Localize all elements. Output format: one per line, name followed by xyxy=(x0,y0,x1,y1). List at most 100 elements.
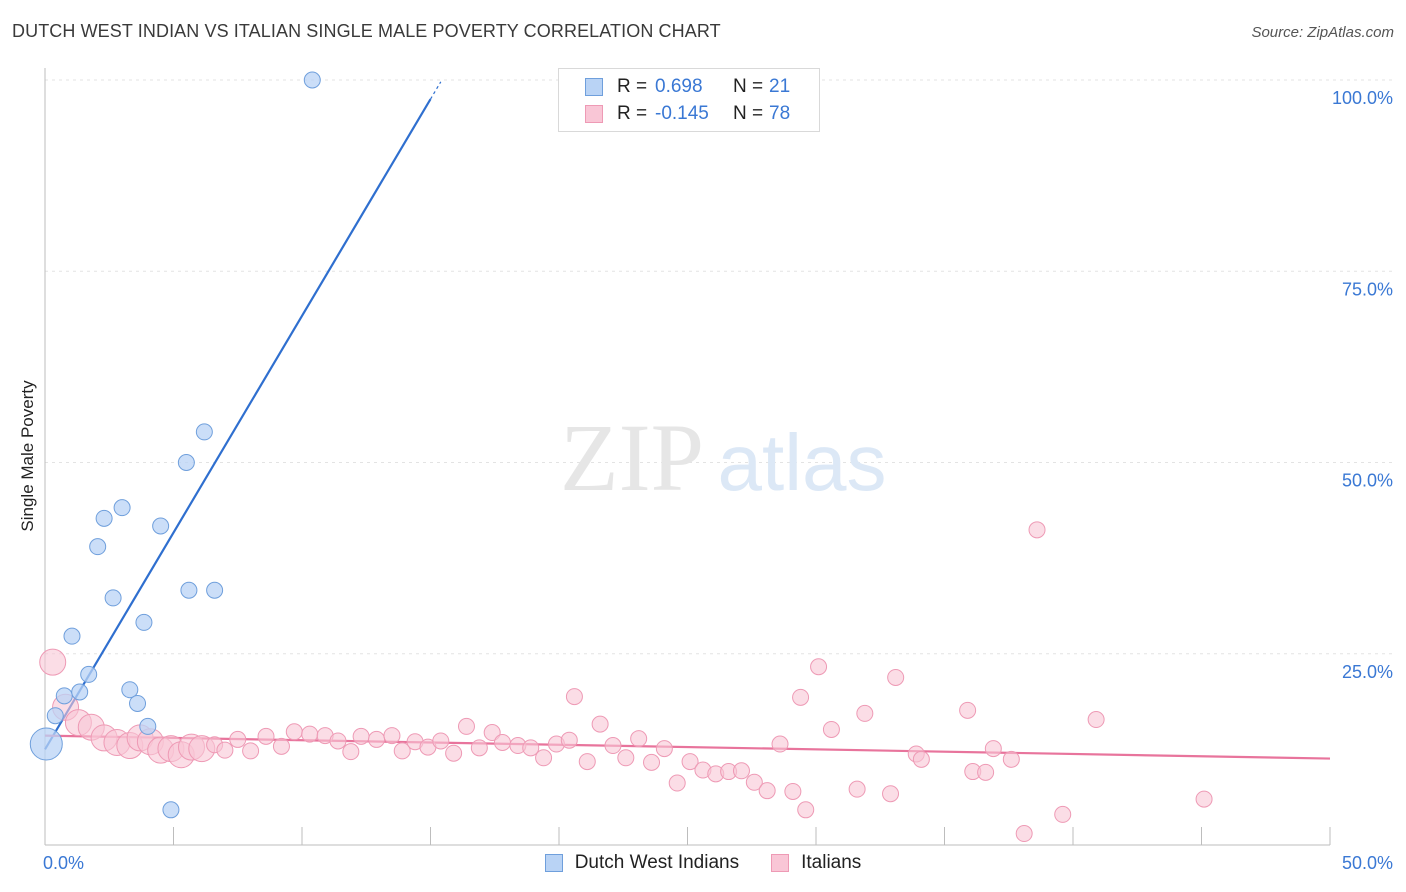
dutch-point xyxy=(46,707,64,725)
y-tick-label: 100.0% xyxy=(1332,88,1393,108)
dutch-point xyxy=(206,581,224,599)
legend-item-dutch: Dutch West Indians xyxy=(544,852,740,874)
italian-point xyxy=(457,717,475,735)
italian-point xyxy=(470,739,488,757)
dutch-point xyxy=(303,71,321,89)
legend-r-value-dutch: 0.698 xyxy=(655,76,703,97)
italian-point xyxy=(887,668,905,686)
chart-title: DUTCH WEST INDIAN VS ITALIAN SINGLE MALE… xyxy=(12,21,721,41)
y-tick-label: 75.0% xyxy=(1342,279,1393,299)
dutch-point xyxy=(195,423,213,441)
dutch-point xyxy=(63,627,81,645)
trend-line-dutch-extension xyxy=(429,81,442,100)
dutch-point xyxy=(113,499,131,517)
legend-row-italian: R = -0.145 N = 78 xyxy=(559,100,790,128)
italian-point xyxy=(848,780,866,798)
legend-n-value-dutch: 21 xyxy=(769,76,791,97)
italian-point xyxy=(655,740,673,758)
watermark-zip: ZIP xyxy=(560,404,704,511)
legend-n-label: N = xyxy=(733,76,764,97)
legend-label-dutch: Dutch West Indians xyxy=(574,852,740,873)
dutch-point xyxy=(80,665,98,683)
legend-swatch-italian xyxy=(585,105,603,123)
dutch-point xyxy=(55,687,73,705)
italian-point xyxy=(1015,825,1033,843)
italian-point xyxy=(368,730,386,748)
dutch-point xyxy=(29,727,63,761)
dutch-point xyxy=(129,694,147,712)
italian-point xyxy=(617,749,635,767)
italian-point xyxy=(535,749,553,767)
legend-n-label: N = xyxy=(733,103,764,124)
italian-point xyxy=(445,744,463,762)
dutch-points xyxy=(29,71,321,819)
italian-point xyxy=(560,731,578,749)
italian-point xyxy=(630,730,648,748)
italian-point xyxy=(959,701,977,719)
italian-point xyxy=(242,742,260,760)
y-tick-label: 50.0% xyxy=(1342,471,1393,491)
legend-swatch-dutch xyxy=(585,78,603,96)
tick-labels: 25.0% 50.0% 75.0% 100.0% 0.0% 50.0% xyxy=(43,88,1393,873)
dutch-point xyxy=(139,717,157,735)
dutch-point xyxy=(121,681,139,699)
dutch-point xyxy=(95,509,113,527)
italian-point xyxy=(745,773,763,791)
legend-n-value-italian: 78 xyxy=(769,103,791,124)
italian-point xyxy=(604,737,622,755)
source-label: Source: ZipAtlas.com xyxy=(1251,24,1394,41)
grid-lines xyxy=(45,79,1392,655)
italian-point xyxy=(1002,750,1020,768)
italian-point xyxy=(882,785,900,803)
italian-point xyxy=(681,753,699,771)
dutch-point xyxy=(135,613,153,631)
legend-r-label: R = xyxy=(617,103,648,124)
italian-points xyxy=(39,521,1213,843)
trend-line-dutch xyxy=(44,98,432,750)
y-axis-label: Single Male Poverty xyxy=(18,380,37,532)
italian-point xyxy=(810,658,828,676)
x-tick-label: 50.0% xyxy=(1342,853,1393,873)
dutch-point xyxy=(180,581,198,599)
italian-point xyxy=(229,730,247,748)
axes xyxy=(44,68,1331,846)
italian-point xyxy=(352,727,370,745)
italian-point xyxy=(565,688,583,706)
legend-r-value-italian: -0.145 xyxy=(655,103,709,124)
italian-point xyxy=(668,774,686,792)
italian-point xyxy=(732,762,750,780)
dutch-point xyxy=(104,589,122,607)
dutch-point xyxy=(162,801,180,819)
italian-point xyxy=(1028,521,1046,539)
y-tick-label: 25.0% xyxy=(1342,662,1393,682)
italian-point xyxy=(912,750,930,768)
dutch-point xyxy=(71,683,89,701)
legend-item-italian: Italians xyxy=(771,852,861,874)
italian-point xyxy=(393,742,411,760)
italian-point xyxy=(257,727,275,745)
italian-point xyxy=(792,688,810,706)
watermark-atlas: atlas xyxy=(718,418,887,507)
italian-point xyxy=(797,801,815,819)
italian-point xyxy=(1087,711,1105,729)
legend-label-italian: Italians xyxy=(801,852,862,873)
dutch-point xyxy=(177,454,195,471)
italian-point xyxy=(342,743,360,761)
italian-point xyxy=(977,763,995,781)
legend-r-label: R = xyxy=(617,76,648,97)
italian-point xyxy=(591,715,609,733)
italian-point xyxy=(771,735,789,753)
italian-point xyxy=(984,740,1002,758)
italian-point xyxy=(272,737,290,755)
legend-swatch-italian xyxy=(771,854,790,872)
italian-point xyxy=(856,704,874,722)
italian-point xyxy=(784,782,802,800)
italian-point xyxy=(1195,790,1213,808)
italian-point xyxy=(643,753,661,771)
correlation-legend: R = 0.698 N = 21 R = -0.145 N = 78 xyxy=(558,68,820,132)
legend-swatch-dutch xyxy=(544,854,563,872)
italian-point xyxy=(432,732,450,750)
series-legend: Dutch West Indians Italians xyxy=(0,852,1406,874)
italian-point xyxy=(1054,805,1072,823)
